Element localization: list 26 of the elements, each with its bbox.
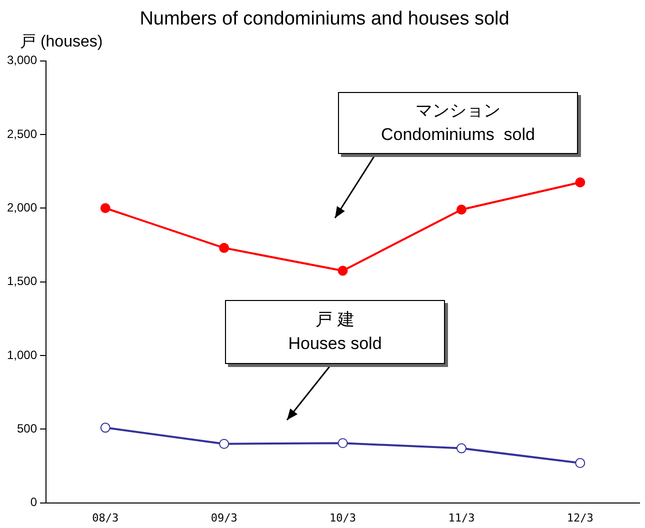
x-tick-label: 10/3 — [330, 511, 356, 524]
y-tick-label: 2,000 — [7, 200, 38, 214]
y-tick-label: 0 — [30, 495, 38, 510]
point — [575, 458, 586, 468]
y-tick-label: 3,000 — [7, 53, 38, 68]
y-tick-label: 1,000 — [7, 348, 38, 362]
point — [575, 177, 586, 188]
y-axis-title: 戸 (houses) — [20, 33, 103, 50]
x-tick-label: 12/3 — [566, 511, 594, 524]
y-tick-label: 500 — [17, 421, 38, 436]
point — [338, 438, 348, 448]
point — [100, 422, 110, 433]
point — [219, 242, 230, 253]
point — [338, 266, 348, 276]
chart-title: Numbers of condominiums and houses sold — [140, 8, 510, 30]
callout-box: 戸 建 Houses sold — [225, 300, 445, 364]
y-tick-label: 1,500 — [7, 274, 38, 288]
point — [456, 443, 466, 454]
x-tick-label: 09/3 — [210, 511, 238, 524]
point — [219, 438, 230, 449]
x-tick-label: 11/3 — [448, 511, 475, 524]
callout-box: マンション Condominiums sold — [338, 92, 578, 154]
y-tick-label: 2,500 — [7, 126, 38, 141]
point — [456, 204, 466, 215]
point — [100, 203, 110, 214]
x-tick-label: 08/3 — [92, 511, 119, 524]
